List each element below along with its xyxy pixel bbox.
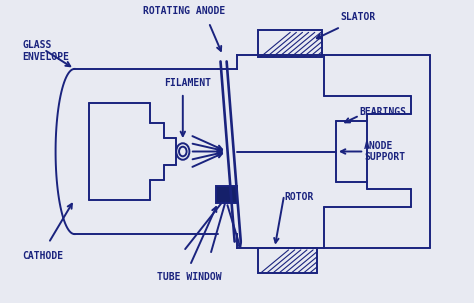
Text: GLASS
ENVELOPE: GLASS ENVELOPE	[23, 40, 70, 62]
Bar	[258, 30, 322, 57]
Bar	[216, 186, 237, 202]
Text: ROTOR: ROTOR	[284, 191, 313, 201]
Text: ROTATING ANODE: ROTATING ANODE	[143, 6, 225, 16]
Text: TUBE WINDOW: TUBE WINDOW	[157, 271, 221, 281]
Text: SLATOR: SLATOR	[341, 12, 376, 22]
Text: BEARINGS: BEARINGS	[359, 108, 407, 118]
Text: FILAMENT: FILAMENT	[164, 78, 211, 88]
Bar	[258, 248, 317, 273]
Text: ANODE
SUPPORT: ANODE SUPPORT	[364, 141, 405, 162]
Text: CATHODE: CATHODE	[23, 251, 64, 261]
